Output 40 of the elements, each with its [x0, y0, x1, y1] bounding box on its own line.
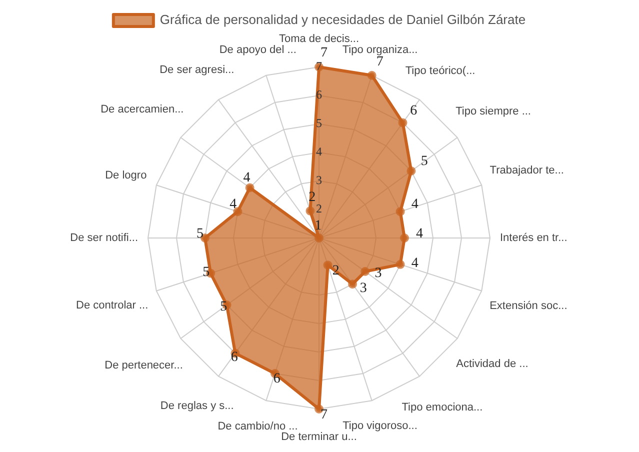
spoke-label: Extensión soc... — [490, 300, 568, 312]
data-label: 6 — [410, 103, 418, 118]
y-tick-label: 7 — [316, 59, 322, 74]
spoke-label: De controlar ... — [76, 299, 148, 312]
data-label: 4 — [243, 170, 250, 186]
spoke-label: De cambio/no ... — [218, 420, 298, 433]
data-label: 5 — [420, 154, 428, 169]
spoke-label: Tipo organiza... — [342, 44, 418, 56]
y-tick-label: 6 — [316, 88, 322, 102]
spoke-label: De apoyo del ... — [219, 44, 296, 56]
spoke-label: De pertenecer... — [104, 359, 183, 372]
spoke-label: De logro — [105, 169, 147, 182]
data-label: 3 — [360, 280, 367, 296]
data-label: 5 — [220, 300, 228, 315]
spoke-label: De acercamien... — [100, 104, 184, 116]
y-tick-label: 2 — [316, 202, 322, 216]
spoke-label: Interés en tr... — [500, 232, 568, 244]
legend-label: Gráfica de personalidad y necesidades de Daniel Gilbón Zárate — [160, 12, 526, 28]
y-tick-label: 3 — [316, 173, 322, 188]
spoke-label: Tipo teórico(... — [405, 65, 476, 78]
data-label: 3 — [374, 266, 382, 282]
spoke-label: De terminar u... — [281, 431, 357, 444]
spoke-label: Actividad de ... — [456, 358, 528, 370]
data-label: 5 — [196, 226, 204, 242]
data-label: 4 — [230, 197, 237, 212]
data-label: 1 — [314, 218, 322, 234]
spoke-label: Tipo emociona... — [402, 402, 483, 414]
spoke-label: Trabajador te... — [490, 164, 564, 176]
spoke-label: De ser agresi... — [160, 64, 234, 76]
data-label: 4 — [411, 197, 418, 212]
spoke-label: Tipo siempre ... — [456, 105, 531, 118]
y-tick-label: 4 — [316, 144, 322, 159]
data-label: 4 — [416, 226, 423, 242]
spoke-label: De reglas y s... — [160, 400, 234, 412]
data-label: 4 — [411, 256, 418, 272]
spoke-label: Tipo vigoroso... — [342, 420, 418, 432]
spoke-label: De ser notifi... — [70, 232, 138, 244]
y-tick-label: 5 — [316, 116, 322, 130]
spoke-label: Toma de decis... — [278, 33, 360, 46]
data-label: 7 — [376, 54, 384, 70]
